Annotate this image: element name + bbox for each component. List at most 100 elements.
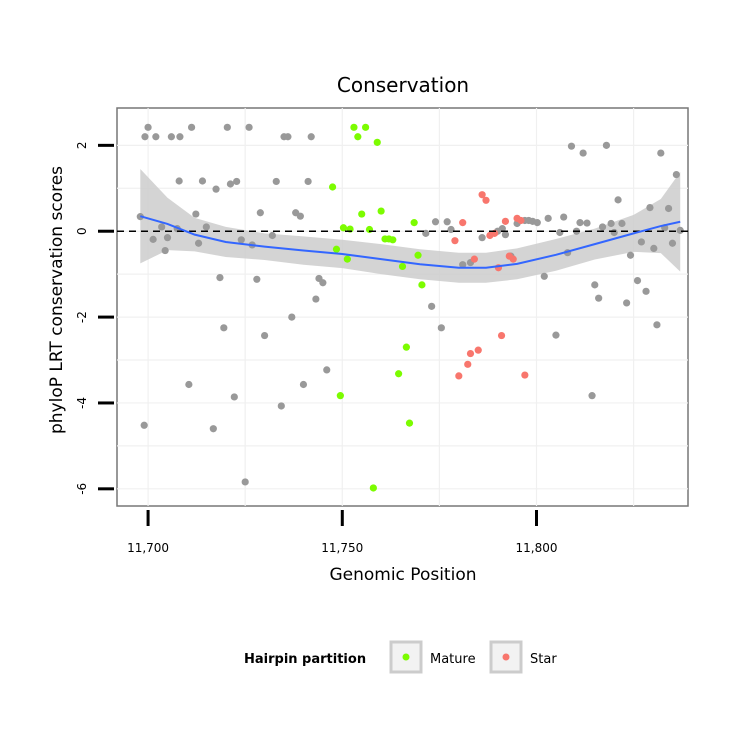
point-other bbox=[664, 204, 673, 213]
point-other bbox=[158, 223, 166, 231]
point-mature bbox=[358, 210, 366, 218]
point-other bbox=[194, 239, 203, 247]
point-mature bbox=[361, 123, 370, 131]
y-tick-label: 2 bbox=[75, 142, 89, 150]
point-star bbox=[459, 219, 467, 227]
point-other bbox=[323, 366, 331, 374]
point-other bbox=[198, 177, 207, 185]
point-other bbox=[591, 281, 599, 289]
point-other bbox=[598, 223, 607, 231]
plot-panel bbox=[116, 107, 689, 507]
point-star bbox=[509, 255, 517, 263]
point-other bbox=[447, 225, 455, 234]
point-other bbox=[237, 236, 245, 244]
point-mature bbox=[405, 419, 414, 427]
legend-dot-mature bbox=[402, 653, 410, 661]
point-mature bbox=[365, 225, 374, 234]
smooth-line bbox=[140, 215, 681, 269]
y-tick-label: 0 bbox=[75, 227, 89, 235]
point-other bbox=[676, 226, 684, 234]
point-other bbox=[161, 246, 169, 255]
point-other bbox=[284, 133, 292, 141]
point-mature bbox=[395, 370, 403, 378]
point-other bbox=[668, 239, 677, 247]
point-mature bbox=[410, 219, 418, 227]
point-mature bbox=[414, 251, 422, 259]
point-other bbox=[216, 273, 224, 282]
point-other bbox=[544, 214, 552, 222]
point-other bbox=[672, 170, 680, 179]
point-other bbox=[637, 238, 645, 246]
point-other bbox=[202, 223, 210, 231]
point-other bbox=[245, 123, 253, 131]
point-other bbox=[431, 218, 440, 226]
point-star bbox=[501, 217, 510, 225]
point-mature bbox=[328, 183, 337, 191]
point-other bbox=[296, 212, 304, 220]
point-other bbox=[533, 219, 541, 227]
point-other bbox=[579, 149, 587, 157]
point-star bbox=[464, 360, 472, 368]
point-other bbox=[187, 123, 196, 131]
point-star bbox=[521, 371, 529, 379]
point-other bbox=[602, 141, 611, 149]
y-tick-label: -4 bbox=[75, 397, 89, 409]
point-other bbox=[633, 276, 642, 285]
point-mature bbox=[343, 255, 351, 263]
point-star bbox=[455, 372, 463, 380]
point-other bbox=[144, 123, 152, 131]
point-other bbox=[319, 279, 327, 287]
point-other bbox=[277, 402, 285, 410]
point-other bbox=[209, 425, 217, 433]
point-other bbox=[478, 234, 486, 242]
axes: 11,700 11,750 11,800 2 0 -2 -4 -6 bbox=[75, 142, 558, 555]
point-other bbox=[583, 219, 591, 227]
legend: Hairpin partition Mature Star bbox=[244, 640, 557, 674]
point-star bbox=[497, 331, 506, 340]
point-star bbox=[474, 346, 482, 354]
point-mature bbox=[389, 236, 397, 244]
point-other bbox=[192, 210, 200, 218]
point-other bbox=[501, 231, 510, 239]
x-tick-label: 11,800 bbox=[516, 541, 558, 555]
point-other bbox=[233, 177, 241, 186]
point-other bbox=[163, 234, 172, 242]
point-other bbox=[650, 244, 658, 252]
point-mature bbox=[402, 343, 410, 351]
point-other bbox=[312, 295, 320, 303]
point-other bbox=[140, 421, 148, 429]
point-other bbox=[307, 133, 315, 141]
point-other bbox=[498, 225, 506, 233]
point-mature bbox=[339, 224, 348, 232]
point-other bbox=[176, 133, 184, 141]
point-other bbox=[560, 213, 568, 221]
point-other bbox=[595, 294, 603, 302]
point-other bbox=[653, 321, 661, 329]
point-other bbox=[567, 142, 576, 150]
x-tick-label: 11,700 bbox=[127, 541, 169, 555]
point-star bbox=[482, 196, 490, 204]
point-other bbox=[626, 251, 635, 259]
point-other bbox=[657, 149, 665, 157]
point-mature bbox=[418, 281, 426, 289]
point-other bbox=[152, 133, 160, 141]
point-other bbox=[149, 235, 157, 243]
point-other bbox=[552, 331, 560, 339]
point-mature bbox=[350, 123, 358, 131]
point-other bbox=[610, 228, 618, 237]
point-other bbox=[576, 219, 584, 227]
point-other bbox=[540, 272, 548, 280]
legend-label-star: Star bbox=[530, 652, 557, 667]
point-other bbox=[253, 275, 261, 283]
point-other bbox=[230, 393, 238, 401]
legend-title: Hairpin partition bbox=[244, 652, 366, 667]
point-other bbox=[220, 324, 228, 332]
point-other bbox=[614, 196, 622, 204]
point-other bbox=[185, 380, 193, 389]
point-other bbox=[299, 380, 308, 389]
point-other bbox=[646, 204, 654, 212]
confidence-band bbox=[140, 168, 681, 283]
point-other bbox=[272, 177, 280, 186]
point-other bbox=[288, 313, 296, 321]
